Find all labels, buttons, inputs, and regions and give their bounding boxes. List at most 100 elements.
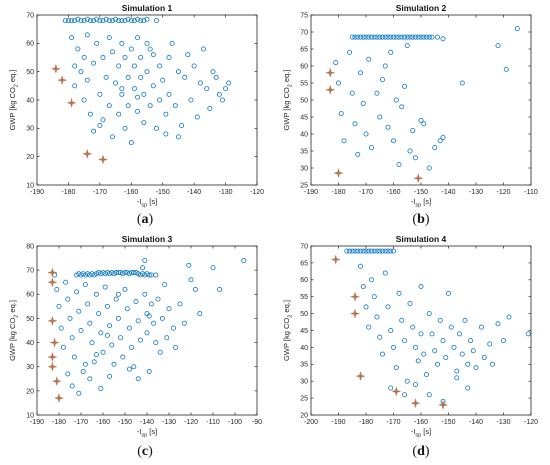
data-point-circle bbox=[84, 32, 90, 38]
data-point-circle bbox=[125, 74, 131, 80]
y-tick-label: 25 bbox=[300, 396, 308, 403]
data-point-circle bbox=[81, 18, 87, 24]
caption-close-paren: ) bbox=[425, 212, 430, 227]
data-point-circle bbox=[80, 369, 86, 375]
data-point-circle bbox=[369, 34, 374, 40]
data-point-circle bbox=[146, 313, 152, 319]
data-point-circle bbox=[118, 335, 124, 341]
data-point-circle bbox=[172, 103, 178, 109]
data-point-circle bbox=[135, 376, 141, 382]
y-tick-label: 60 bbox=[26, 41, 34, 48]
data-point-circle bbox=[65, 371, 71, 377]
y-axis-label-main: GWP [kg CO bbox=[282, 318, 291, 361]
data-point-circle bbox=[103, 74, 109, 80]
data-point-circle bbox=[150, 52, 156, 58]
chart-title: Simulation 4 bbox=[396, 234, 447, 244]
data-point-star bbox=[49, 337, 60, 348]
data-point-circle bbox=[84, 16, 90, 22]
y-axis-label-sub: 2 bbox=[288, 84, 294, 87]
data-point-circle bbox=[186, 262, 192, 268]
x-tick-label: -180 bbox=[359, 419, 373, 426]
data-point-circle bbox=[122, 270, 128, 276]
data-point-circle bbox=[204, 86, 210, 92]
data-point-circle bbox=[210, 265, 216, 271]
chart-title: Simulation 2 bbox=[396, 3, 447, 13]
y-axis-label-main: GWP [kg CO bbox=[8, 318, 17, 361]
y-tick-label: 70 bbox=[26, 12, 34, 19]
data-point-circle bbox=[358, 263, 363, 269]
y-tick-label: 30 bbox=[300, 165, 308, 172]
data-point-circle bbox=[226, 80, 232, 86]
data-point-circle bbox=[58, 325, 64, 331]
y-tick-label: 35 bbox=[300, 362, 308, 369]
caption-close-paren: ) bbox=[425, 444, 430, 459]
x-tick-label: -180 bbox=[331, 189, 345, 196]
data-point-star bbox=[82, 148, 93, 159]
data-point-circle bbox=[85, 301, 91, 307]
data-point-circle bbox=[111, 361, 117, 367]
y-tick-label: 20 bbox=[26, 154, 34, 161]
data-point-circle bbox=[462, 317, 468, 323]
data-point-circle bbox=[426, 311, 432, 317]
data-point-star bbox=[53, 392, 65, 404]
data-point-circle bbox=[150, 83, 156, 89]
data-point-circle bbox=[82, 282, 88, 288]
data-point-circle bbox=[93, 352, 99, 358]
data-point-circle bbox=[391, 248, 396, 254]
data-point-circle bbox=[159, 315, 165, 321]
data-point-circle bbox=[179, 123, 185, 128]
data-point-circle bbox=[122, 18, 128, 24]
y-tick-label: 40 bbox=[300, 345, 308, 352]
data-point-circle bbox=[479, 324, 484, 330]
data-point-circle bbox=[413, 382, 418, 388]
data-point-circle bbox=[457, 331, 462, 337]
data-point-circle bbox=[181, 320, 187, 326]
data-point-circle bbox=[91, 18, 97, 24]
panel-caption: (b) bbox=[412, 212, 429, 227]
data-point-circle bbox=[115, 315, 121, 321]
data-point-star bbox=[47, 267, 58, 278]
data-point-circle bbox=[91, 128, 97, 134]
data-point-circle bbox=[153, 18, 159, 24]
y-tick-label: 80 bbox=[26, 243, 34, 250]
data-point-circle bbox=[437, 138, 443, 144]
data-point-circle bbox=[146, 272, 152, 278]
x-axis-label-sub: sp bbox=[141, 203, 147, 209]
y-tick-label: 45 bbox=[300, 328, 308, 335]
data-point-circle bbox=[116, 18, 122, 24]
data-point-circle bbox=[355, 34, 361, 40]
data-point-circle bbox=[115, 270, 121, 276]
data-point-circle bbox=[84, 77, 90, 83]
y-tick-label: 30 bbox=[300, 379, 308, 386]
data-point-circle bbox=[65, 18, 71, 24]
x-tick-label: -200 bbox=[304, 419, 318, 426]
y-axis-label-sub: 2 bbox=[14, 84, 20, 87]
x-tick-label: -110 bbox=[524, 189, 538, 196]
data-point-circle bbox=[91, 359, 97, 365]
data-point-star bbox=[47, 315, 58, 326]
data-point-circle bbox=[369, 248, 374, 254]
data-point-circle bbox=[421, 351, 427, 357]
data-point-circle bbox=[360, 100, 366, 106]
data-point-circle bbox=[197, 80, 203, 86]
data-point-circle bbox=[525, 331, 531, 337]
data-point-circle bbox=[468, 338, 473, 344]
caption-close-paren: ) bbox=[148, 444, 153, 459]
y-axis-label-sub: 2 bbox=[288, 315, 294, 318]
data-point-circle bbox=[69, 383, 75, 389]
data-point-circle bbox=[210, 69, 216, 75]
data-point-circle bbox=[177, 301, 183, 307]
data-point-circle bbox=[141, 120, 147, 126]
data-point-circle bbox=[120, 354, 126, 360]
data-point-circle bbox=[93, 291, 99, 297]
data-point-star bbox=[57, 75, 68, 86]
data-point-circle bbox=[432, 348, 438, 354]
x-tick-label: -150 bbox=[156, 189, 170, 196]
data-point-circle bbox=[192, 286, 198, 292]
x-tick-label: -190 bbox=[30, 189, 44, 196]
data-point-circle bbox=[358, 248, 363, 254]
x-tick-label: -130 bbox=[162, 419, 176, 426]
data-point-circle bbox=[429, 331, 435, 337]
data-point-circle bbox=[219, 97, 225, 103]
data-point-circle bbox=[162, 282, 168, 288]
